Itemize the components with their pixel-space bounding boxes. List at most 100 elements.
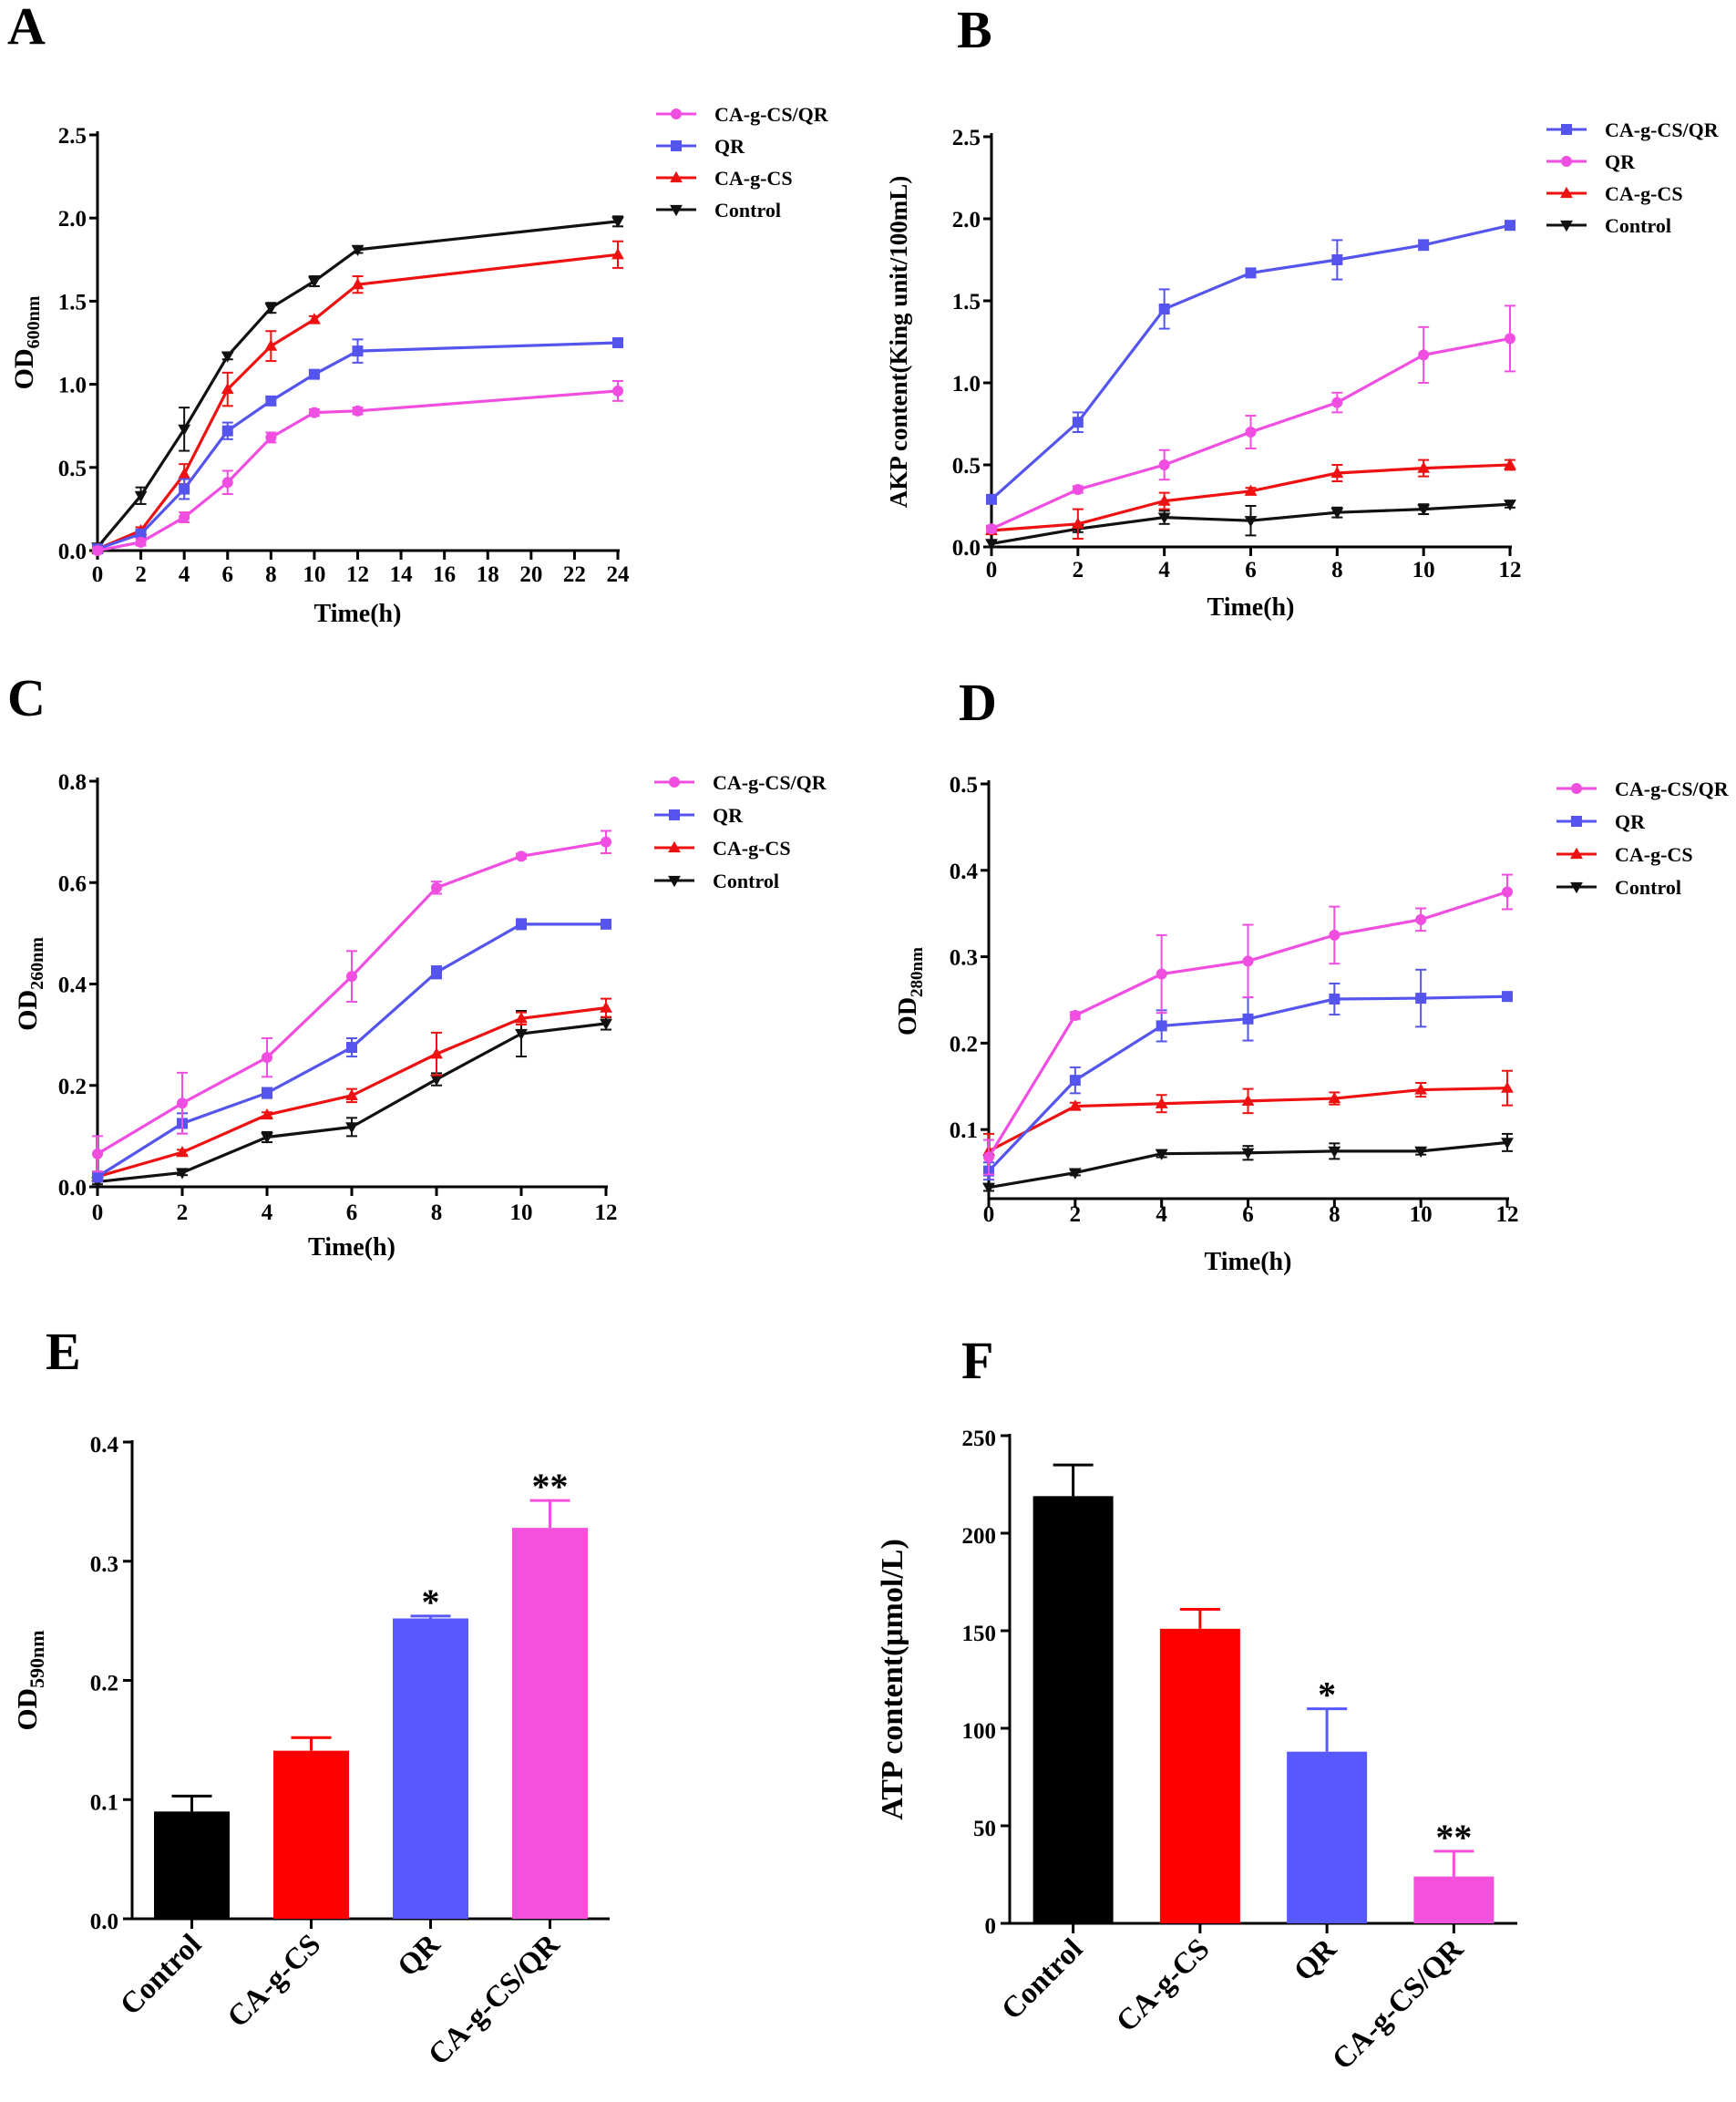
data-point bbox=[1241, 1094, 1255, 1106]
data-point bbox=[221, 351, 234, 363]
data-point bbox=[179, 511, 190, 523]
panel-a-letter: A bbox=[7, 0, 46, 56]
x-axis-title: Time(h) bbox=[1205, 1248, 1292, 1276]
data-point bbox=[1331, 397, 1343, 408]
legend-entry: QR bbox=[1556, 810, 1646, 833]
data-point bbox=[1504, 458, 1516, 470]
panel-e: E 0.0 0.1 0.2 0.3 0.4 OD590nm Control CA-g-CS * Q… bbox=[11, 1322, 610, 2072]
legend-swatch-marker bbox=[1571, 783, 1582, 794]
legend-entry: Control bbox=[1556, 876, 1681, 899]
data-point bbox=[1072, 417, 1084, 428]
data-point bbox=[1328, 1091, 1341, 1104]
data-point bbox=[221, 477, 233, 489]
y-axis-title: ATP content(μmol/L) bbox=[876, 1539, 909, 1820]
legend-entry: Control bbox=[1546, 214, 1671, 237]
y-tick-label: 0.3 bbox=[90, 1552, 118, 1577]
x-tick-label: 8 bbox=[1329, 1202, 1341, 1227]
y-axis-title: OD590nm bbox=[11, 1630, 48, 1730]
panel-d: D 0.1 0.2 0.3 0.4 0.5 0 2 4 6 8 10 12 Time(h) OD280nm… bbox=[894, 673, 1730, 1276]
legend-label: QR bbox=[1605, 150, 1636, 173]
y-tick-label: 0.2 bbox=[90, 1672, 118, 1696]
data-point bbox=[612, 337, 623, 348]
y-axis-title-subscript: 600nm bbox=[24, 295, 44, 348]
x-tick-label: 12 bbox=[1499, 558, 1522, 582]
legend-label: CA-g-CS/QR bbox=[714, 103, 829, 126]
x-tick-label: 10 bbox=[1410, 1202, 1433, 1227]
data-point bbox=[986, 493, 997, 505]
data-point bbox=[1328, 1146, 1341, 1159]
data-point bbox=[262, 1087, 272, 1099]
legend-label: CA-g-CS/QR bbox=[713, 771, 827, 794]
data-point bbox=[308, 407, 320, 418]
legend-label: CA-g-CS bbox=[1605, 182, 1683, 205]
y-tick-label: 0 bbox=[985, 1914, 997, 1939]
data-point bbox=[1158, 304, 1170, 314]
data-point bbox=[1244, 484, 1258, 496]
category-label: Control bbox=[114, 1928, 208, 2022]
panel-c: C 0.0 0.2 0.4 0.6 0.8 0 2 4 6 8 10 12 Time(h) OD260nm… bbox=[7, 668, 827, 1262]
bar bbox=[273, 1750, 349, 1919]
bar-group-ca-g-cs: CA-g-CS bbox=[221, 1736, 349, 2034]
data-point bbox=[308, 313, 321, 325]
legend-swatch-marker bbox=[1571, 816, 1582, 827]
y-axis-title: OD260nm bbox=[13, 937, 47, 1031]
x-tick-label: 4 bbox=[262, 1200, 273, 1225]
data-point bbox=[516, 850, 527, 862]
significance-marker: ** bbox=[1435, 1817, 1472, 1858]
legend-entry: CA-g-CS/QR bbox=[1546, 118, 1720, 141]
y-tick-label: 0.2 bbox=[58, 1075, 87, 1099]
data-point bbox=[352, 345, 364, 357]
y-tick-label: 2.5 bbox=[952, 126, 981, 150]
x-axis-title: Time(h) bbox=[1207, 593, 1295, 622]
panel-c-plot: 0.0 0.2 0.4 0.6 0.8 0 2 4 6 8 10 12 Time(h) OD260nm CA… bbox=[13, 770, 827, 1262]
y-tick-label: 200 bbox=[962, 1524, 997, 1549]
data-point bbox=[264, 303, 278, 314]
data-point bbox=[430, 1047, 443, 1059]
bar bbox=[1159, 1628, 1240, 1923]
data-point bbox=[265, 431, 277, 443]
legend-entry: CA-g-CS bbox=[654, 837, 791, 860]
legend-entry: CA-g-CS/QR bbox=[1556, 778, 1730, 800]
panel-d-plot: 0.1 0.2 0.3 0.4 0.5 0 2 4 6 8 10 12 Time(h) OD280nm CA… bbox=[894, 773, 1730, 1276]
x-tick-label: 16 bbox=[433, 562, 456, 587]
series-qr bbox=[983, 968, 1513, 1181]
x-tick-label: 2 bbox=[1073, 558, 1084, 582]
data-point bbox=[1242, 955, 1254, 967]
data-point bbox=[1504, 500, 1516, 511]
y-axis-title-subscript: 280nm bbox=[908, 947, 927, 997]
x-tick-label: 4 bbox=[1156, 1202, 1167, 1227]
data-point bbox=[985, 539, 998, 551]
data-point bbox=[352, 405, 364, 417]
legend-swatch-marker bbox=[668, 840, 681, 853]
bar-group-qr: * QR bbox=[392, 1582, 468, 1984]
x-tick-label: 6 bbox=[346, 1200, 358, 1225]
y-tick-label: 1.0 bbox=[952, 372, 981, 397]
data-point bbox=[265, 395, 277, 407]
data-point bbox=[134, 490, 148, 503]
series-line bbox=[990, 223, 1511, 500]
y-axis-title-subscript: 590nm bbox=[26, 1630, 48, 1688]
y-axis-title: AKP content(King unit/100mL) bbox=[885, 176, 912, 509]
data-point bbox=[1329, 929, 1341, 941]
x-tick-label: 12 bbox=[1496, 1202, 1519, 1227]
data-point bbox=[1330, 508, 1344, 520]
y-tick-label: 0.0 bbox=[58, 540, 87, 564]
legend-label: CA-g-CS bbox=[713, 837, 791, 860]
legend-label: Control bbox=[714, 199, 781, 222]
data-point bbox=[982, 1182, 995, 1194]
data-point bbox=[1502, 886, 1513, 898]
data-point bbox=[1418, 239, 1430, 251]
category-label: CA-g-CS bbox=[221, 1928, 327, 2034]
data-point bbox=[611, 248, 624, 260]
data-point bbox=[1158, 459, 1170, 470]
y-tick-label: 0.0 bbox=[952, 536, 981, 561]
bar-group-control: Control bbox=[995, 1463, 1114, 2026]
x-tick-label: 10 bbox=[303, 562, 325, 587]
category-label: Control bbox=[995, 1932, 1089, 2026]
series-line bbox=[97, 252, 619, 551]
data-point bbox=[1245, 427, 1257, 438]
data-point bbox=[1417, 504, 1431, 516]
data-point bbox=[1415, 993, 1427, 1005]
legend-label: Control bbox=[1615, 876, 1681, 899]
